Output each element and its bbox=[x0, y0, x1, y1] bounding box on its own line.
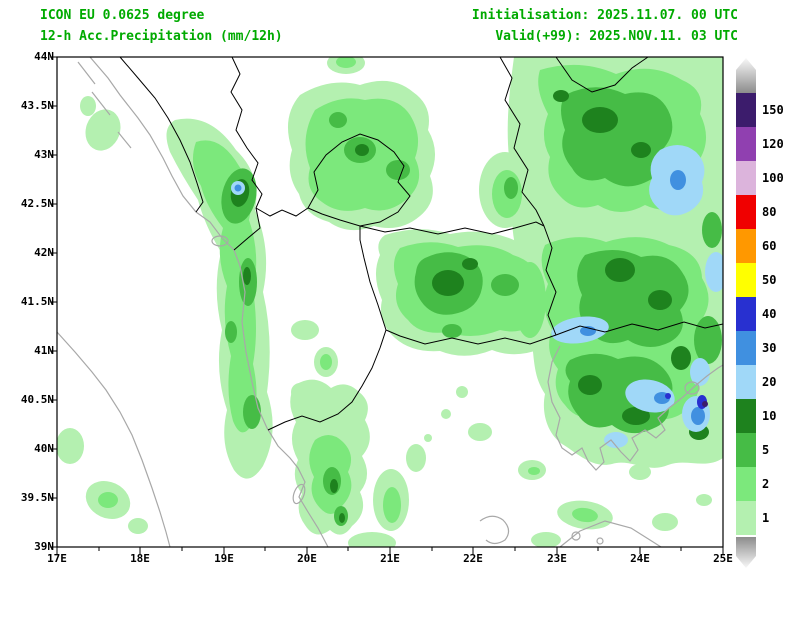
legend-value: 10 bbox=[762, 409, 777, 423]
legend-row: 30 bbox=[736, 331, 784, 365]
legend-swatch bbox=[736, 263, 756, 297]
lat-axis-label: 40N bbox=[34, 442, 54, 455]
lat-axis-label: 43N bbox=[34, 148, 54, 161]
lat-axis-label: 39.5N bbox=[20, 491, 54, 504]
legend-swatch bbox=[736, 161, 756, 195]
legend-swatch bbox=[736, 467, 756, 501]
lat-axis-label: 39N bbox=[34, 540, 54, 553]
legend-swatch bbox=[736, 93, 756, 127]
lat-axis-label: 42N bbox=[34, 246, 54, 259]
legend-value: 60 bbox=[762, 239, 777, 253]
legend-value: 50 bbox=[762, 273, 777, 287]
legend-underflow-arrow-icon bbox=[736, 537, 756, 568]
lat-axis-label: 43.5N bbox=[20, 99, 54, 112]
legend-value: 30 bbox=[762, 341, 777, 355]
lat-axis-label: 42.5N bbox=[20, 197, 54, 210]
coastlines bbox=[56, 56, 724, 548]
lat-axis-label: 41N bbox=[34, 344, 54, 357]
legend-row: 50 bbox=[736, 263, 784, 297]
legend-row: 60 bbox=[736, 229, 784, 263]
lon-axis-label: 20E bbox=[297, 552, 317, 565]
legend-row: 1 bbox=[736, 501, 784, 535]
legend-value: 120 bbox=[762, 137, 784, 151]
precipitation-field bbox=[57, 57, 723, 547]
lon-axis-label: 23E bbox=[547, 552, 567, 565]
legend-swatch bbox=[736, 365, 756, 399]
legend-value: 40 bbox=[762, 307, 777, 321]
legend-value: 150 bbox=[762, 103, 784, 117]
header-init-text: Initialisation: 2025.11.07. 00 UTC bbox=[471, 8, 738, 23]
legend-row: 100 bbox=[736, 161, 784, 195]
legend-row: 20 bbox=[736, 365, 784, 399]
lon-axis-label: 25E bbox=[713, 552, 733, 565]
lat-axis-label: 41.5N bbox=[20, 295, 54, 308]
axis-ticks bbox=[50, 56, 724, 554]
legend-swatch bbox=[736, 331, 756, 365]
legend-swatch bbox=[736, 297, 756, 331]
legend-value: 100 bbox=[762, 171, 784, 185]
lon-axis-label: 22E bbox=[463, 552, 483, 565]
lon-axis-label: 21E bbox=[380, 552, 400, 565]
lon-axis-label: 19E bbox=[214, 552, 234, 565]
lat-axis-label: 40.5N bbox=[20, 393, 54, 406]
header-model-text: ICON EU 0.0625 degree bbox=[40, 8, 205, 23]
legend-row: 150 bbox=[736, 93, 784, 127]
legend-swatch bbox=[736, 501, 756, 535]
legend-value: 80 bbox=[762, 205, 777, 219]
legend-swatch bbox=[736, 433, 756, 467]
legend-swatch bbox=[736, 229, 756, 263]
country-borders bbox=[119, 56, 724, 431]
legend-swatch bbox=[736, 195, 756, 229]
lat-axis-label: 44N bbox=[34, 50, 54, 63]
header-valid-text: Valid(+99): 2025.NOV.11. 03 UTC bbox=[495, 29, 738, 44]
legend-row: 5 bbox=[736, 433, 784, 467]
legend-row: 2 bbox=[736, 467, 784, 501]
legend: 150 120 100 80 60 50 40 30 bbox=[736, 93, 784, 535]
legend-swatch bbox=[736, 399, 756, 433]
legend-value: 2 bbox=[762, 477, 770, 491]
lon-axis-label: 18E bbox=[130, 552, 150, 565]
legend-value: 20 bbox=[762, 375, 777, 389]
legend-row: 10 bbox=[736, 399, 784, 433]
legend-row: 40 bbox=[736, 297, 784, 331]
lon-axis-label: 17E bbox=[47, 552, 67, 565]
legend-value: 1 bbox=[762, 511, 770, 525]
legend-overflow-arrow-icon bbox=[736, 58, 756, 93]
lon-axis-label: 24E bbox=[630, 552, 650, 565]
legend-row: 120 bbox=[736, 127, 784, 161]
legend-row: 80 bbox=[736, 195, 784, 229]
legend-value: 5 bbox=[762, 443, 770, 457]
legend-swatch bbox=[736, 127, 756, 161]
header-product-text: 12-h Acc.Precipitation (mm/12h) bbox=[40, 29, 283, 44]
